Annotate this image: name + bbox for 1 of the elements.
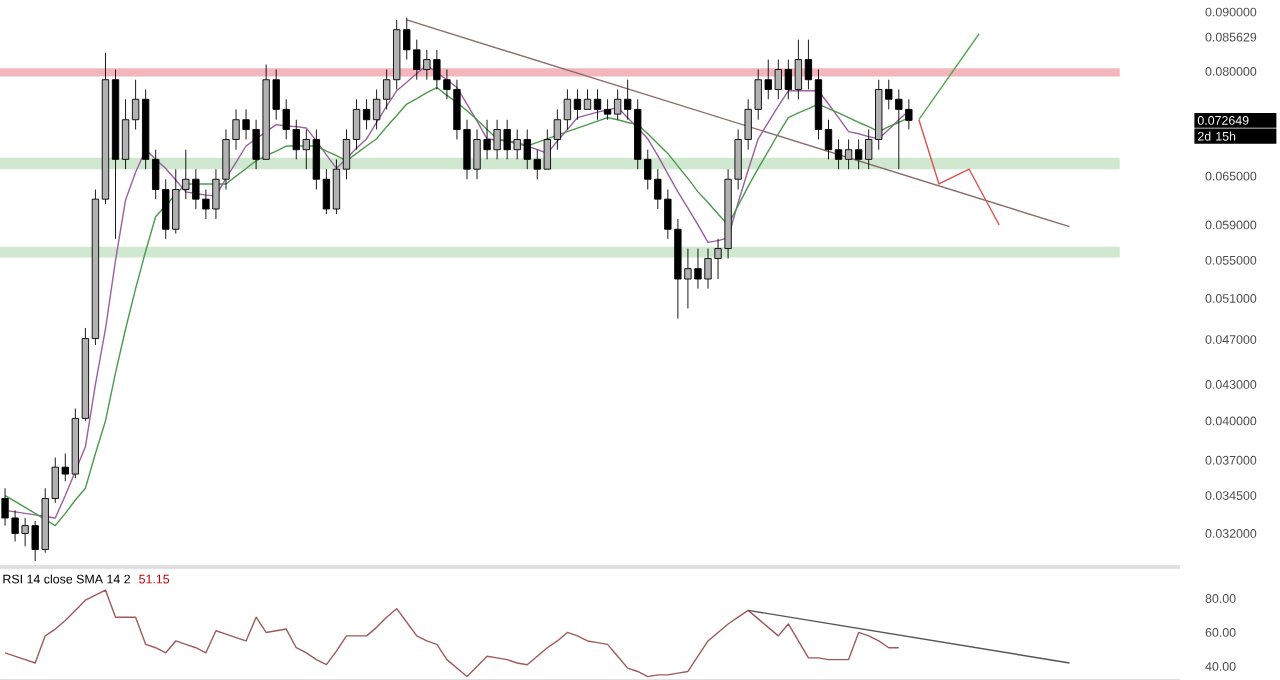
line-series <box>918 119 1000 226</box>
